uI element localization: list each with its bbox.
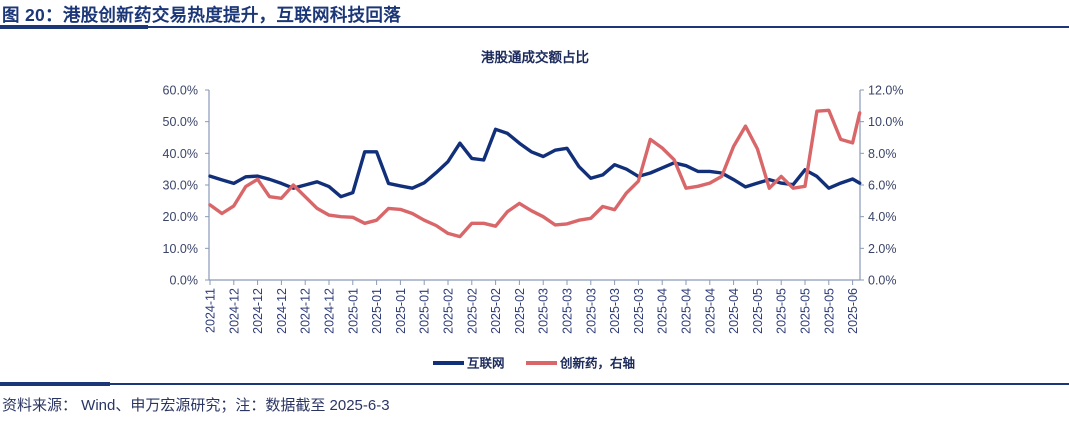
right-tick-label: 8.0%	[868, 147, 897, 161]
right-tick-label: 0.0%	[868, 274, 897, 288]
series-line-innovative-drug	[208, 108, 862, 239]
left-tick-label: 20.0%	[163, 210, 198, 224]
x-tick-label: 2025-03	[632, 288, 646, 334]
x-tick-label: 2024-12	[299, 288, 313, 334]
x-tick-label: 2025-01	[418, 288, 432, 334]
x-tick-label: 2025-01	[370, 288, 384, 334]
chart-title: 港股通成交额占比	[481, 49, 589, 65]
left-tick-label: 0.0%	[170, 274, 199, 288]
title-rule-accent	[0, 25, 148, 29]
right-tick-label: 4.0%	[868, 210, 897, 224]
x-tick-label: 2024-12	[251, 288, 265, 334]
left-tick-label: 60.0%	[163, 84, 198, 98]
x-tick-label: 2025-02	[442, 288, 456, 334]
right-tick-label: 10.0%	[868, 115, 903, 129]
x-tick-label: 2025-02	[465, 288, 479, 334]
figure-title: 图 20：港股创新药交易热度提升，互联网科技回落	[2, 5, 402, 25]
x-tick-label: 2025-03	[561, 288, 575, 334]
x-tick-label: 2025-03	[584, 288, 598, 334]
left-tick-label: 40.0%	[163, 147, 198, 161]
left-tick-label: 30.0%	[163, 179, 198, 193]
x-tick-label: 2025-03	[608, 288, 622, 334]
x-tick-label: 2025-03	[537, 288, 551, 334]
source-note: 资料来源： Wind、申万宏源研究；注：数据截至 2025-6-3	[2, 397, 390, 414]
x-tick-label: 2025-05	[775, 288, 789, 334]
x-tick-label: 2025-02	[489, 288, 503, 334]
x-tick-label: 2024-11	[204, 288, 218, 333]
right-tick-label: 6.0%	[868, 179, 897, 193]
x-tick-label: 2025-05	[751, 288, 765, 334]
x-tick-label: 2025-01	[394, 288, 408, 334]
x-tick-label: 2025-01	[346, 288, 360, 334]
axes: 0.0% 10.0% 20.0% 30.0% 40.0% 50.0% 60.0% 0.0% 2.…	[163, 84, 904, 334]
x-tick-label: 2025-04	[680, 288, 694, 334]
x-tick-label: 2025-06	[846, 288, 860, 334]
x-tick-label: 2025-02	[513, 288, 527, 334]
x-tick-label: 2024-12	[323, 288, 337, 334]
legend-label-internet: 互联网	[467, 357, 505, 371]
left-tick-label: 10.0%	[163, 242, 198, 256]
x-tick-label: 2025-04	[727, 288, 741, 334]
left-tick-label: 50.0%	[163, 115, 198, 129]
x-tick-label: 2025-04	[703, 288, 717, 334]
series-line-internet	[208, 127, 862, 199]
x-tick-label: 2024-12	[227, 288, 241, 334]
x-tick-label: 2025-05	[799, 288, 813, 334]
series-layer	[208, 108, 862, 239]
footer-rule	[0, 383, 1069, 385]
right-tick-label: 12.0%	[868, 84, 903, 98]
title-rule	[0, 26, 1069, 28]
legend-label-innovative-drug: 创新药，右轴	[559, 356, 635, 371]
legend: 互联网 创新药，右轴	[433, 356, 635, 371]
x-tick-label: 2025-04	[656, 288, 670, 334]
x-tick-label: 2024-12	[275, 288, 289, 334]
x-tick-label: 2025-05	[822, 288, 836, 334]
right-tick-label: 2.0%	[868, 242, 897, 256]
footer-rule-accent	[0, 382, 110, 386]
